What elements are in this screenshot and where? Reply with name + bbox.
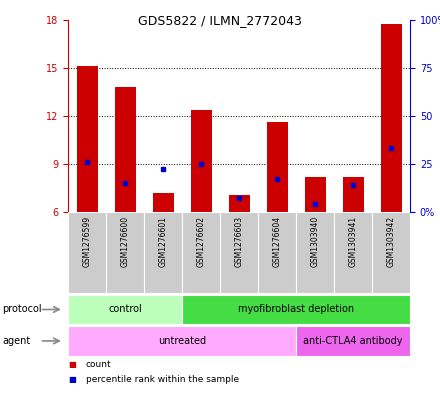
Bar (304, 177, 326, 212)
Text: percentile rank within the sample: percentile rank within the sample (86, 375, 239, 384)
Bar (381, 24, 402, 212)
Bar (115, 87, 136, 212)
Text: GSM1303940: GSM1303940 (311, 216, 319, 268)
Bar (267, 122, 288, 212)
Bar (182, 295, 410, 324)
Text: count: count (86, 360, 111, 369)
Bar (220, 212, 258, 293)
Bar (258, 212, 296, 293)
Bar (77, 66, 98, 212)
Text: GSM1276604: GSM1276604 (273, 216, 282, 267)
Text: GSM1276599: GSM1276599 (83, 216, 92, 267)
Text: GDS5822 / ILMN_2772043: GDS5822 / ILMN_2772043 (138, 14, 302, 27)
Bar (296, 326, 410, 356)
Bar (144, 212, 182, 293)
Bar (372, 212, 410, 293)
Text: GSM1276603: GSM1276603 (235, 216, 244, 267)
Text: untreated: untreated (158, 336, 206, 346)
Text: anti-CTLA4 antibody: anti-CTLA4 antibody (303, 336, 403, 346)
Text: GSM1303941: GSM1303941 (348, 216, 358, 267)
Text: control: control (108, 305, 142, 314)
Text: GSM1276601: GSM1276601 (159, 216, 168, 267)
Text: GSM1276602: GSM1276602 (197, 216, 205, 267)
Text: GSM1303942: GSM1303942 (387, 216, 396, 267)
Bar (334, 212, 372, 293)
Text: agent: agent (2, 336, 30, 346)
Bar (153, 193, 174, 212)
Text: ■: ■ (68, 375, 76, 384)
Bar (106, 212, 144, 293)
Text: ■: ■ (68, 360, 76, 369)
Bar (68, 212, 106, 293)
Bar (182, 212, 220, 293)
Bar (68, 326, 296, 356)
Bar (191, 110, 212, 212)
Text: myofibroblast depletion: myofibroblast depletion (238, 305, 354, 314)
Bar (343, 177, 363, 212)
Bar (229, 195, 249, 212)
Bar (68, 295, 182, 324)
Text: GSM1276600: GSM1276600 (121, 216, 130, 267)
Text: protocol: protocol (2, 305, 42, 314)
Bar (296, 212, 334, 293)
